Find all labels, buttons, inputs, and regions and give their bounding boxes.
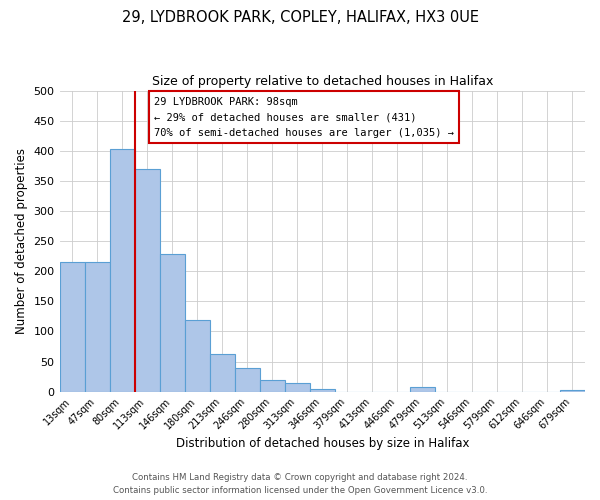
- Bar: [160, 254, 185, 392]
- Bar: [59, 262, 85, 392]
- Bar: [110, 149, 134, 392]
- X-axis label: Distribution of detached houses by size in Halifax: Distribution of detached houses by size …: [176, 437, 469, 450]
- Bar: [209, 354, 235, 392]
- Y-axis label: Number of detached properties: Number of detached properties: [15, 148, 28, 334]
- Bar: [285, 383, 310, 392]
- Bar: [310, 388, 335, 392]
- Title: Size of property relative to detached houses in Halifax: Size of property relative to detached ho…: [152, 75, 493, 88]
- Bar: [235, 368, 260, 392]
- Text: Contains HM Land Registry data © Crown copyright and database right 2024.
Contai: Contains HM Land Registry data © Crown c…: [113, 474, 487, 495]
- Text: 29 LYDBROOK PARK: 98sqm
← 29% of detached houses are smaller (431)
70% of semi-d: 29 LYDBROOK PARK: 98sqm ← 29% of detache…: [154, 96, 454, 138]
- Text: 29, LYDBROOK PARK, COPLEY, HALIFAX, HX3 0UE: 29, LYDBROOK PARK, COPLEY, HALIFAX, HX3 …: [121, 10, 479, 25]
- Bar: [560, 390, 585, 392]
- Bar: [85, 262, 110, 392]
- Bar: [260, 380, 285, 392]
- Bar: [410, 387, 435, 392]
- Bar: [185, 320, 209, 392]
- Bar: [134, 169, 160, 392]
